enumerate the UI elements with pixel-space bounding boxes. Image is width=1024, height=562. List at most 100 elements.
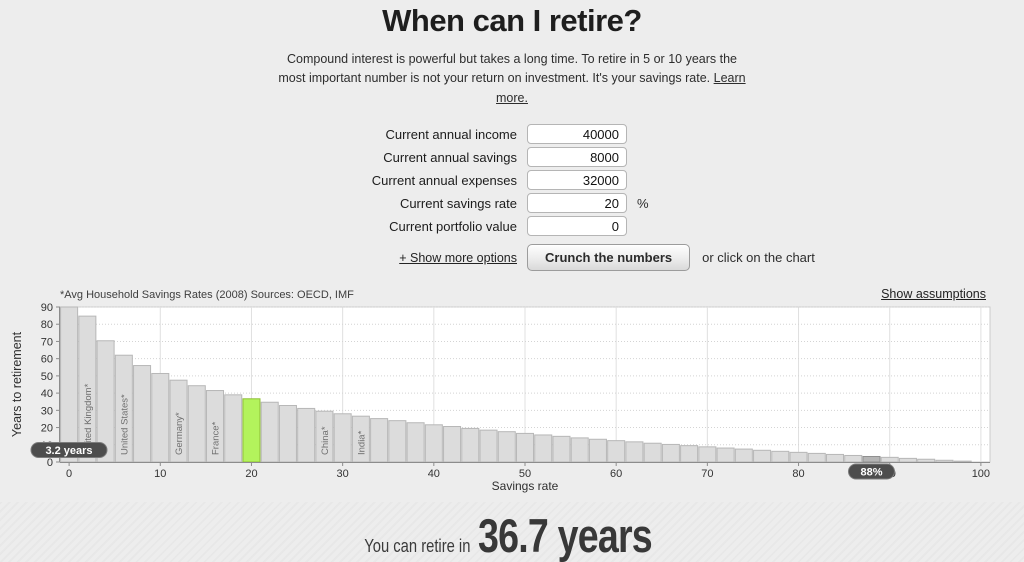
chart-bar[interactable] (734, 448, 753, 463)
chart-bar[interactable] (497, 431, 516, 463)
form-actions: + Show more options Crunch the numbers o… (367, 244, 1024, 272)
chart-bar[interactable] (844, 455, 863, 463)
page-title: When can I retire? (382, 3, 642, 38)
x-hover-badge-text: 88% (860, 467, 882, 479)
crunch-numbers-button[interactable]: Crunch the numbers (527, 244, 691, 272)
chart-bar[interactable] (880, 456, 899, 463)
savings-rate-chart[interactable]: United Kingdom* United States* Germany* Fra… (7, 302, 1017, 494)
chart-bar[interactable] (807, 453, 826, 463)
y-hover-badge (30, 442, 108, 459)
result-years-row: You can retire in 36.7 years (0, 509, 1024, 562)
chart-bar[interactable] (698, 446, 717, 463)
y-tick-label: 70 (41, 337, 53, 349)
income-input[interactable] (527, 124, 627, 145)
savings-rate-input[interactable] (527, 193, 627, 214)
savings-label: Current annual savings (383, 149, 517, 165)
chart-bar[interactable] (406, 422, 425, 463)
country-label: France* (211, 422, 222, 456)
chart-bar[interactable] (370, 418, 389, 463)
x-tick-label: 30 (337, 468, 349, 480)
chart-bar-selected[interactable] (242, 398, 261, 463)
chart-bar[interactable] (862, 456, 881, 463)
chart-bar[interactable] (297, 408, 316, 463)
intro-sentence: Compound interest is powerful but takes … (278, 52, 737, 86)
chart-bar[interactable] (771, 450, 790, 463)
country-label: United States* (119, 394, 130, 455)
chart-bar[interactable] (60, 306, 79, 463)
chart-bar[interactable] (753, 449, 772, 463)
chart-bar[interactable] (643, 442, 662, 463)
y-axis-label: Years to retirement (10, 332, 24, 438)
x-tick-label: 50 (519, 468, 531, 480)
country-label: India* (356, 431, 367, 456)
chart-bar[interactable] (570, 437, 589, 463)
income-label: Current annual income (385, 126, 517, 142)
chart-bar[interactable] (661, 444, 680, 463)
y-tick-label: 0 (47, 457, 53, 469)
chart-bar[interactable] (278, 405, 297, 463)
portfolio-label: Current portfolio value (389, 218, 517, 234)
y-tick-label: 90 (41, 302, 53, 314)
chart-bar[interactable] (625, 441, 644, 463)
y-tick-label: 60 (41, 354, 53, 366)
chart-bar[interactable] (607, 440, 626, 463)
chart-bar[interactable] (534, 434, 553, 463)
x-tick-label: 10 (154, 468, 166, 480)
result-rate-row: with a savings rate of 20% (0, 559, 1024, 562)
y-tick-label: 20 (41, 423, 53, 435)
chart-bar[interactable] (716, 447, 735, 463)
chart-bar[interactable] (224, 394, 243, 463)
page-header: When can I retire? Compound interest is … (0, 0, 1024, 108)
chart-bar[interactable] (680, 445, 699, 463)
intro-text: Compound interest is powerful but takes … (273, 50, 751, 108)
action-group: Crunch the numbers or click on the chart (527, 244, 815, 272)
chart-bar[interactable] (917, 458, 936, 463)
x-tick-label: 60 (610, 468, 622, 480)
chart-bar[interactable] (388, 420, 407, 463)
chart-bar[interactable] (515, 433, 535, 463)
x-tick-label: 40 (428, 468, 440, 480)
x-axis-label: Savings rate (492, 479, 559, 493)
x-tick-label: 100 (972, 468, 990, 480)
result-years-label: You can retire in (363, 536, 470, 557)
chart-bar[interactable] (187, 385, 206, 463)
chart-bar[interactable] (461, 428, 480, 463)
chart-bar[interactable] (424, 424, 443, 463)
result-rate-value: 20% (478, 559, 552, 562)
chart-bar[interactable] (953, 460, 972, 463)
x-tick-label: 70 (701, 468, 713, 480)
chart-bar[interactable] (789, 451, 808, 463)
chart-bar[interactable] (333, 413, 352, 463)
y-tick-label: 40 (41, 388, 53, 400)
chart-bar[interactable] (552, 435, 571, 463)
chart-source-note: *Avg Household Savings Rates (2008) Sour… (60, 289, 354, 302)
portfolio-input[interactable] (527, 216, 627, 237)
chart-bar[interactable] (825, 454, 845, 463)
or-click-chart-note: or click on the chart (702, 250, 815, 266)
chart-bar[interactable] (151, 373, 170, 463)
y-tick-label: 30 (41, 405, 53, 417)
show-more-options-link[interactable]: + Show more options (399, 250, 517, 265)
savings-rate-suffix: % (637, 195, 649, 211)
expenses-input[interactable] (527, 170, 627, 191)
show-assumptions-link[interactable]: Show assumptions (881, 287, 986, 302)
x-tick-label: 20 (245, 468, 257, 480)
chart-bar[interactable] (935, 459, 954, 463)
chart-bar[interactable] (260, 401, 279, 463)
chart-bar[interactable] (133, 365, 152, 463)
x-hover-badge (847, 463, 895, 480)
chart-bar[interactable] (588, 438, 607, 463)
chart-bar[interactable] (898, 458, 917, 463)
result-years-value: 36.7 years (478, 509, 653, 562)
savings-rate-label: Current savings rate (399, 195, 517, 211)
country-label: United Kingdom* (83, 384, 94, 456)
results-section: You can retire in 36.7 years with a savi… (0, 502, 1024, 562)
chart-bar[interactable] (479, 429, 498, 463)
learn-more-link[interactable]: Learn more. (496, 71, 746, 105)
savings-input[interactable] (527, 147, 627, 168)
chart-bar[interactable] (443, 426, 462, 463)
chart-section: *Avg Household Savings Rates (2008) Sour… (0, 287, 1024, 494)
y-hover-badge-text: 3.2 years (45, 445, 92, 457)
x-tick-label: 0 (66, 468, 72, 480)
y-tick-label: 50 (41, 371, 53, 383)
